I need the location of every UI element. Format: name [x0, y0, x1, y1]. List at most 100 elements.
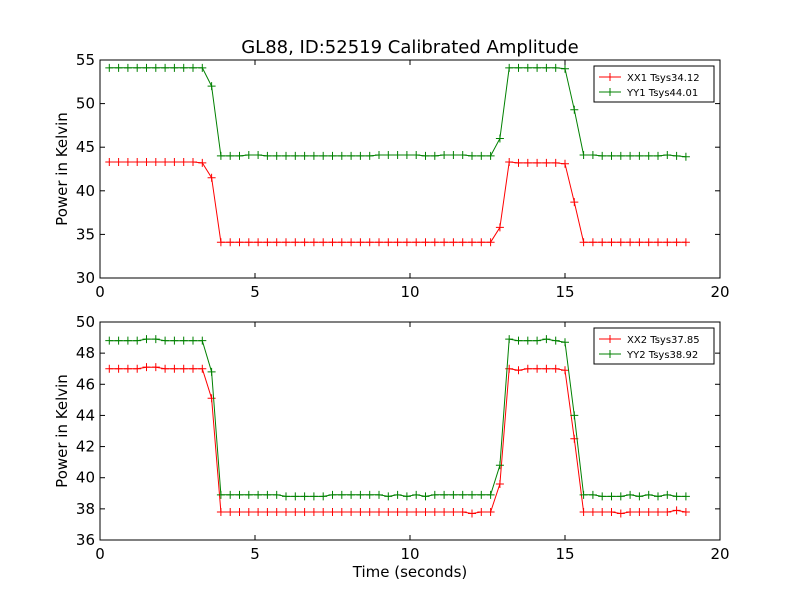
data-point	[123, 158, 132, 167]
data-point	[561, 366, 569, 375]
data-point	[449, 238, 458, 247]
legend: XX2 Tsys37.85 YY2 Tsys38.92	[593, 327, 715, 365]
series-2	[105, 63, 690, 161]
data-point	[672, 151, 681, 160]
data-point	[616, 238, 625, 247]
data-point	[514, 336, 523, 345]
legend-label: YY2 Tsys38.92	[626, 350, 698, 361]
series-2	[105, 335, 690, 501]
data-point	[449, 490, 458, 499]
series-1	[105, 158, 690, 247]
data-point	[347, 507, 356, 516]
data-point	[207, 394, 216, 403]
data-point	[337, 490, 346, 499]
data-point	[123, 364, 132, 373]
data-point	[635, 507, 644, 516]
data-point	[430, 238, 439, 247]
data-point	[607, 492, 616, 501]
data-point	[402, 238, 411, 247]
data-point	[309, 492, 318, 501]
data-point	[309, 151, 318, 160]
data-point	[291, 238, 300, 247]
data-point	[468, 151, 476, 160]
data-point	[114, 336, 123, 345]
data-point	[226, 238, 235, 247]
data-point	[179, 158, 188, 167]
data-point	[533, 336, 542, 345]
data-point	[291, 507, 300, 516]
data-point	[486, 151, 495, 160]
y-tick-label: 36	[76, 531, 95, 549]
data-point	[570, 105, 579, 114]
data-point	[514, 158, 523, 167]
data-point	[421, 492, 430, 501]
data-point	[588, 151, 597, 160]
data-point	[440, 238, 449, 247]
data-point	[458, 490, 467, 499]
data-point	[114, 158, 123, 167]
data-point	[458, 238, 467, 247]
data-point	[189, 63, 197, 72]
data-point	[523, 63, 532, 72]
data-point	[654, 238, 662, 247]
data-point	[170, 364, 179, 373]
data-point	[542, 158, 551, 167]
data-point	[505, 335, 514, 344]
data-point	[123, 63, 132, 72]
series-1	[105, 363, 690, 518]
x-tick-label: 15	[555, 545, 574, 563]
data-point	[226, 507, 235, 516]
data-point	[170, 336, 179, 345]
data-point	[384, 151, 393, 160]
data-point	[282, 507, 290, 516]
data-point	[663, 151, 672, 160]
legend-marker	[606, 350, 614, 358]
x-tick-label: 20	[710, 545, 729, 563]
data-point	[393, 507, 402, 516]
chart-title: GL88, ID:52519 Calibrated Amplitude	[241, 37, 579, 58]
data-point	[551, 63, 560, 72]
data-point	[161, 158, 170, 167]
data-point	[272, 490, 281, 499]
data-point	[570, 411, 579, 420]
data-point	[495, 461, 504, 470]
data-point	[189, 336, 197, 345]
data-point	[216, 151, 225, 160]
x-tick-label: 10	[400, 283, 419, 301]
data-point	[142, 363, 151, 372]
data-point	[644, 151, 653, 160]
data-point	[198, 336, 207, 345]
data-point	[319, 492, 328, 501]
data-point	[654, 507, 662, 516]
data-point	[672, 492, 681, 501]
data-point	[105, 336, 114, 345]
data-point	[393, 490, 402, 499]
y-tick-label: 50	[76, 313, 95, 331]
data-point	[142, 63, 151, 72]
data-point	[244, 507, 253, 516]
data-point	[179, 63, 188, 72]
data-point	[384, 238, 393, 247]
data-point	[626, 490, 635, 499]
y-tick-label: 30	[76, 269, 95, 287]
data-point	[449, 151, 458, 160]
data-point	[468, 238, 476, 247]
data-point	[681, 492, 690, 501]
data-point	[365, 238, 374, 247]
data-point	[421, 151, 430, 160]
x-tick-label: 0	[95, 545, 105, 563]
bottom-panel: 0 5 10 15 20 36 38 40 42 44 46 48 50 Power in Kelvin T…	[53, 313, 730, 581]
data-point	[635, 238, 644, 247]
data-point	[151, 63, 160, 72]
data-point	[365, 151, 374, 160]
data-point	[272, 151, 281, 160]
x-tick-label: 20	[710, 283, 729, 301]
data-point	[635, 492, 644, 501]
data-point	[477, 238, 486, 247]
data-point	[533, 158, 542, 167]
data-point	[375, 238, 383, 247]
data-point	[505, 63, 514, 72]
legend-item: YY1 Tsys44.01	[599, 88, 698, 99]
data-point	[198, 364, 207, 373]
data-point	[533, 63, 542, 72]
